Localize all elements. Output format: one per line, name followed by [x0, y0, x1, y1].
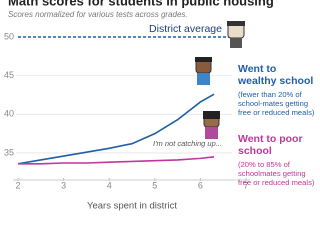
series-line: [18, 156, 215, 165]
x-tick-label: 6: [198, 180, 203, 190]
annotation: I'm not catching up...: [153, 139, 222, 148]
x-tick-label: 3: [61, 180, 66, 190]
y-tick-label: 40: [4, 109, 14, 119]
chart: Math scores for students in public housi…: [4, 0, 274, 212]
chart-page: Math scores for students in public housi…: [4, 0, 315, 212]
chart-title: Math scores for students in public housi…: [8, 0, 274, 8]
series-description: (fewer than 20% of school-mates getting …: [238, 90, 315, 117]
y-tick-label: 45: [4, 70, 14, 80]
icons: [195, 21, 245, 139]
icon-kid: [227, 21, 245, 48]
x-axis-label: Years spent in district: [87, 201, 177, 212]
x-tick-label: 2: [15, 180, 20, 190]
series-label: Went to poor school: [238, 133, 303, 157]
y-tick-label: 50: [4, 31, 14, 41]
x-tick-label: 5: [152, 180, 157, 190]
y-tick-label: 35: [4, 147, 14, 157]
chart-subtitle: Scores normalized for various tests acro…: [8, 10, 188, 19]
icon-kid: [203, 111, 220, 139]
series-description: (20% to 85% of schoolmates getting free …: [238, 160, 315, 187]
x-tick-label: 4: [107, 180, 112, 190]
icon-kid: [195, 57, 212, 85]
series-label: Went to wealthy school: [238, 63, 314, 87]
x-tick-label: 7: [243, 180, 248, 190]
reference-label: District average: [149, 23, 222, 35]
series-line: [17, 93, 215, 165]
